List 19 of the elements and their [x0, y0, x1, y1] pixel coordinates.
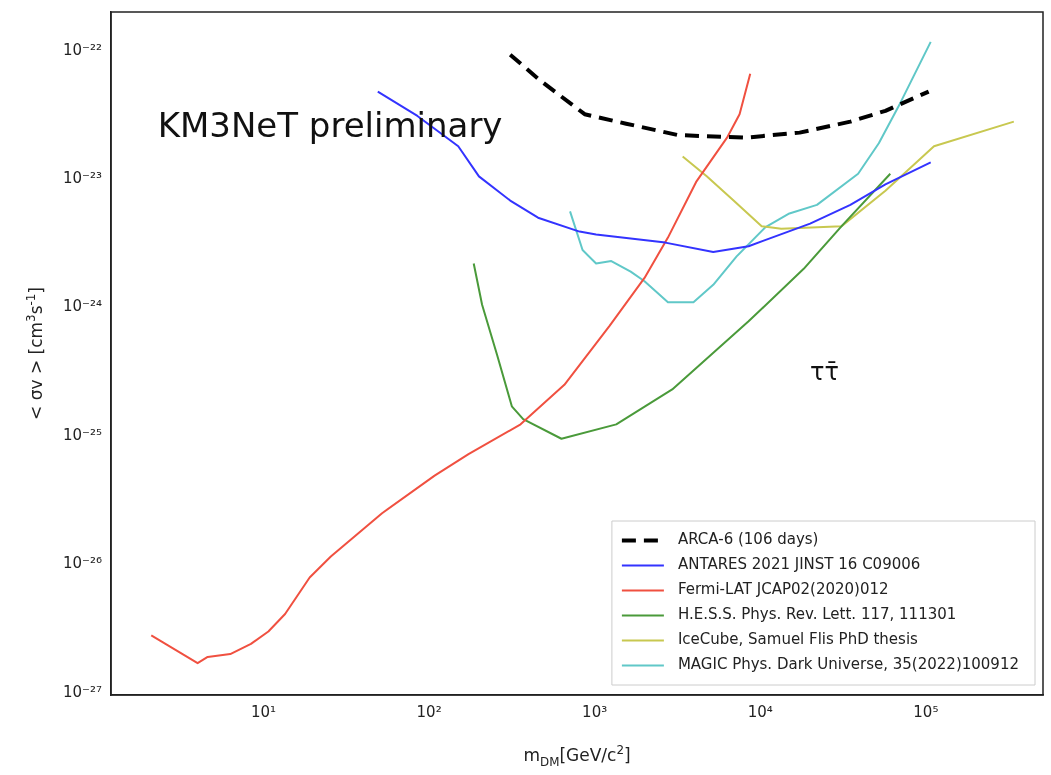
y-axis-title: < σv > [cm3s-1]	[24, 287, 47, 420]
legend-label: Fermi-LAT JCAP02(2020)012	[677, 580, 889, 599]
y-tick-label: 10⁻²⁷	[63, 682, 103, 701]
y-tick-label: 10⁻²²	[63, 40, 103, 59]
y-tick-label: 10⁻²⁴	[63, 297, 103, 316]
y-tick-label: 10⁻²⁵	[63, 425, 103, 444]
y-tick-label: 10⁻²³	[63, 168, 103, 187]
x-tick-label: 10⁴	[747, 702, 773, 721]
x-tick-label: 10³	[582, 702, 608, 721]
legend-label: ANTARES 2021 JINST 16 C09006	[677, 555, 921, 574]
x-tick-label: 10²	[416, 702, 442, 721]
x-tick-label: 10⁵	[913, 702, 939, 721]
legend-label: MAGIC Phys. Dark Universe, 35(2022)100912	[677, 655, 1020, 674]
legend-label: ARCA-6 (106 days)	[677, 530, 819, 549]
y-tick-label: 10⁻²⁶	[63, 554, 103, 573]
legend-label: IceCube, Samuel Flis PhD thesis	[677, 630, 919, 649]
x-tick-label: 10¹	[250, 702, 277, 721]
annotation: ττ̄	[810, 358, 839, 387]
legend-label: H.E.S.S. Phys. Rev. Lett. 117, 111301	[677, 605, 957, 624]
